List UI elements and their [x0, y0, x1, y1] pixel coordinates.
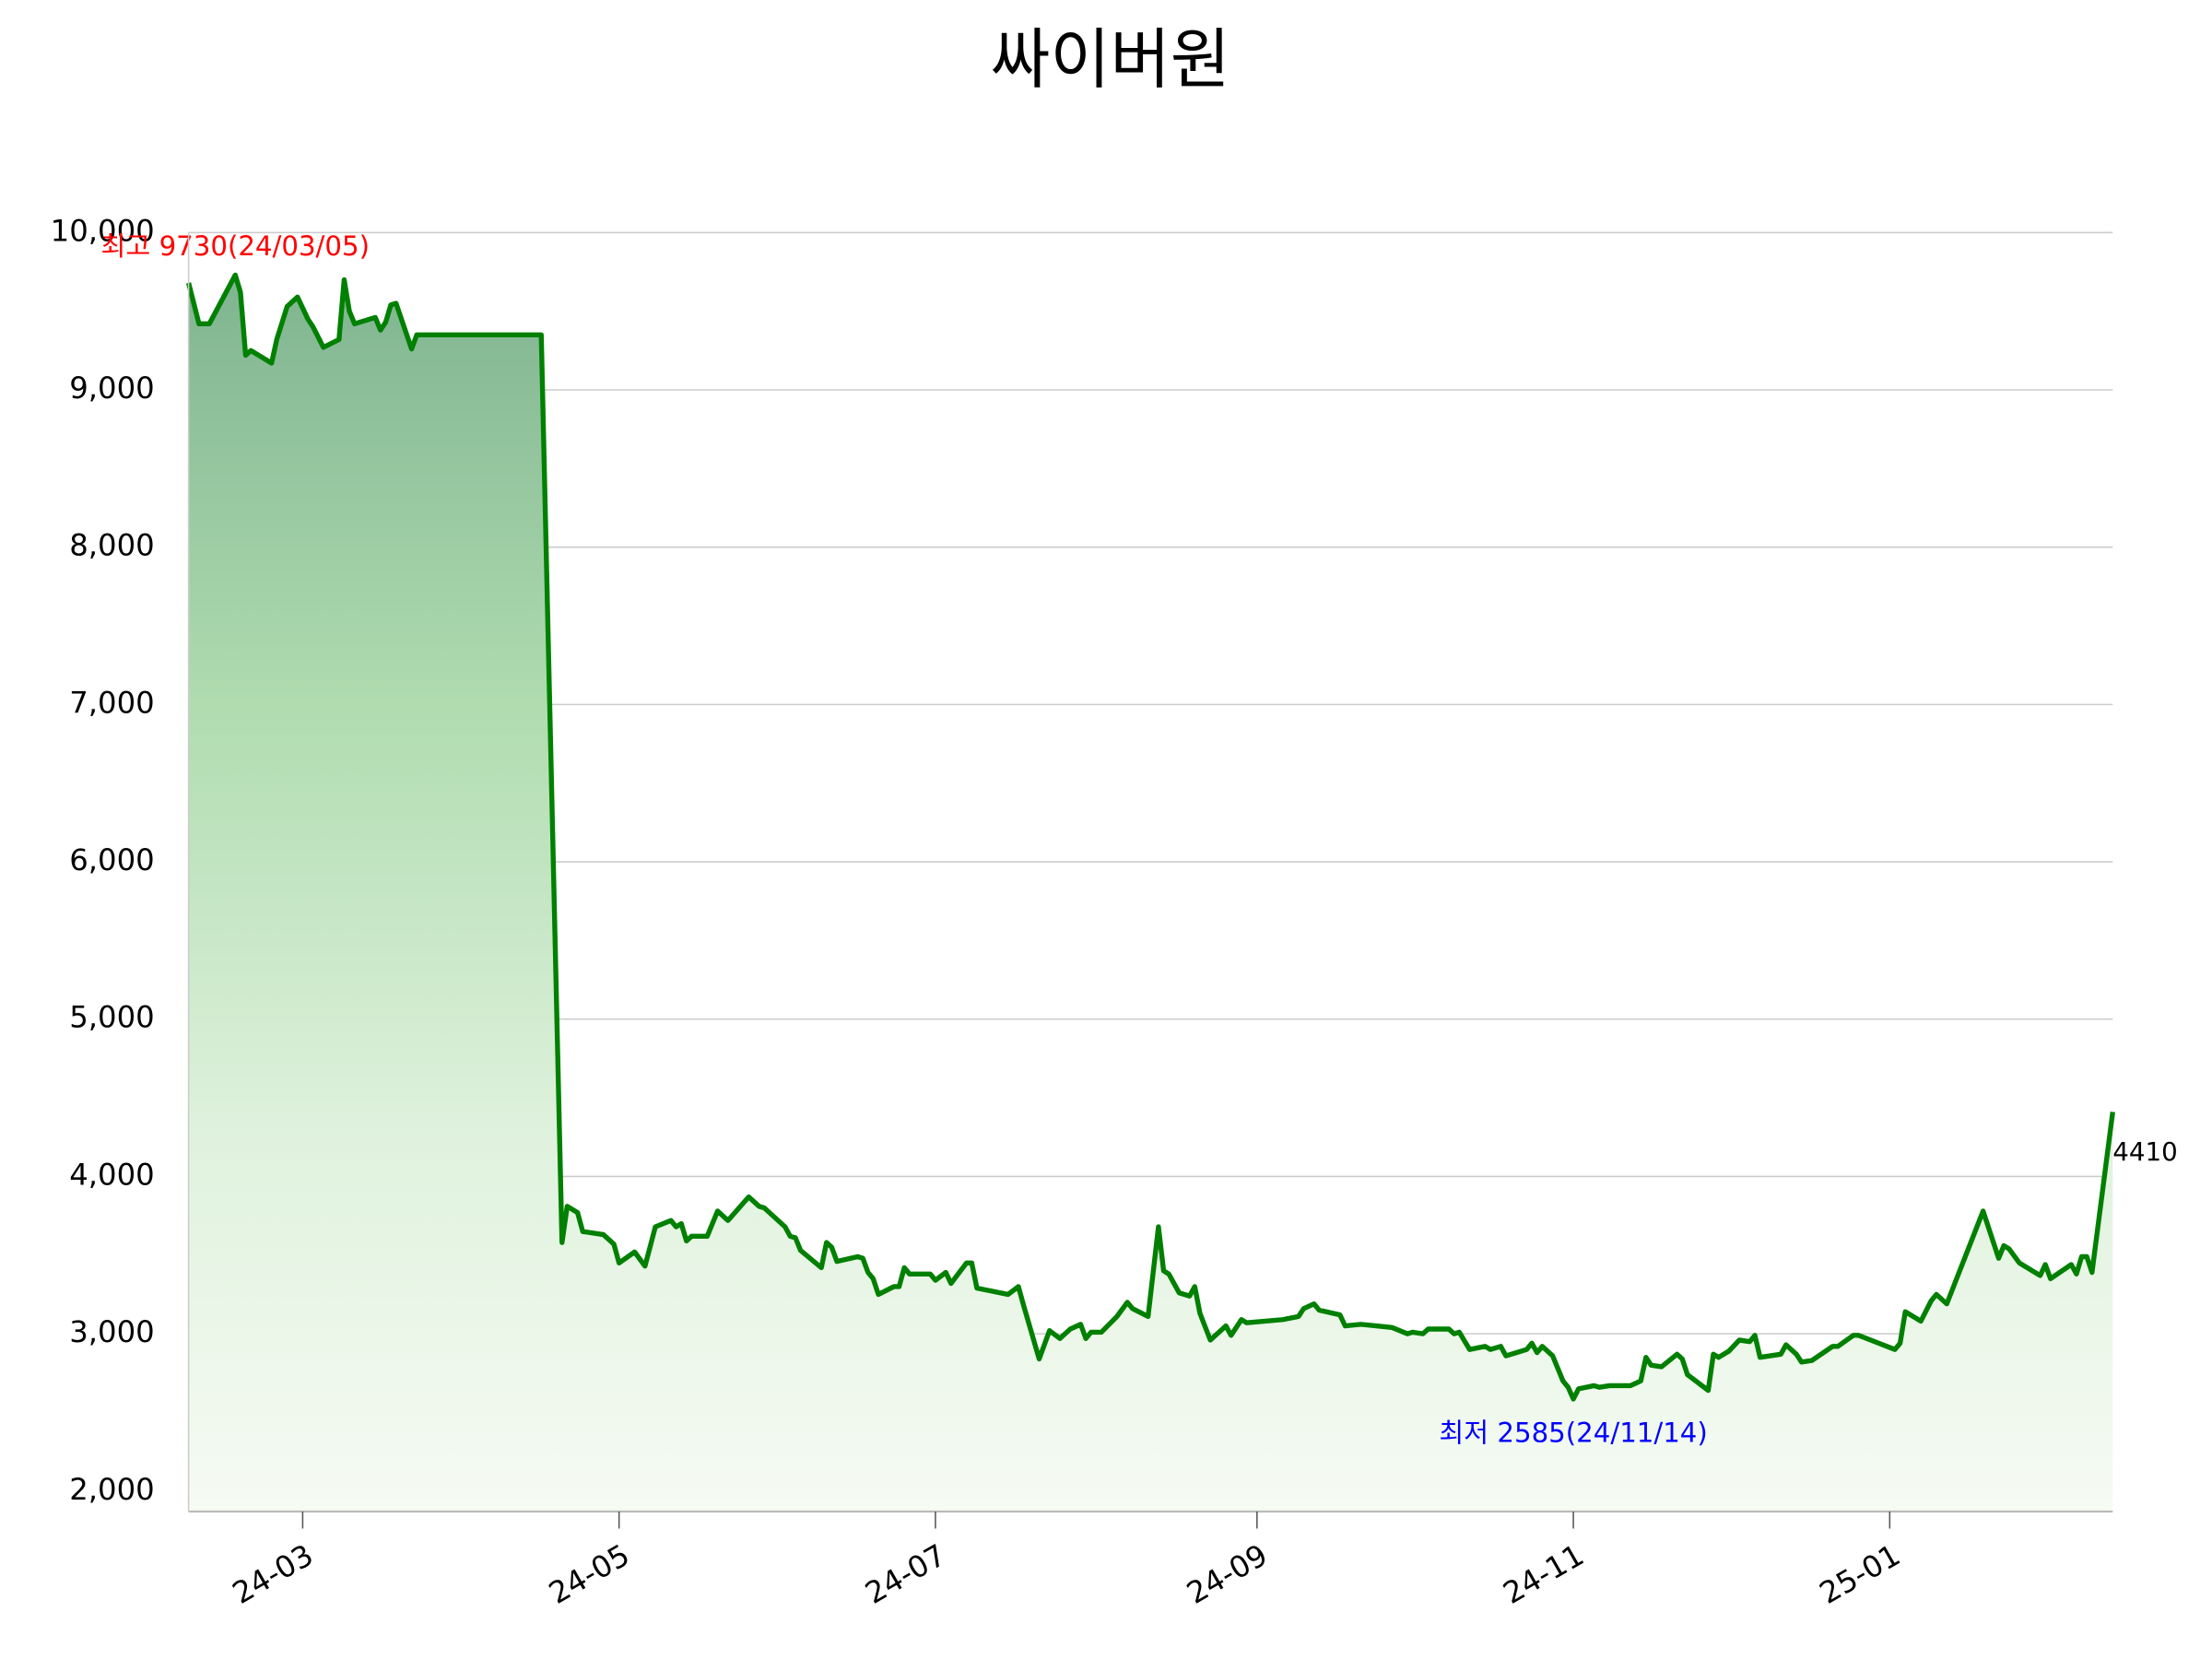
x-tick-label: 24-11 — [1498, 1537, 1590, 1611]
x-tick-label: 24-09 — [1181, 1537, 1273, 1611]
y-tick-label: 5,000 — [69, 1000, 154, 1035]
y-tick-label: 7,000 — [69, 685, 154, 720]
x-tick-label: 24-05 — [543, 1537, 635, 1611]
y-tick-label: 10,000 — [51, 213, 155, 248]
y-tick-label: 9,000 — [69, 371, 154, 406]
x-tick-label: 24-03 — [227, 1537, 319, 1611]
price-line — [186, 272, 2115, 1402]
y-tick-label: 6,000 — [69, 842, 154, 877]
y-tick-label: 8,000 — [69, 528, 154, 563]
area-fill — [188, 275, 2113, 1512]
y-tick-label: 2,000 — [69, 1472, 154, 1507]
chart-title: 싸이버원 — [990, 21, 1230, 98]
max-annotation: 최고 9730(24/03/05) — [101, 230, 370, 262]
min-annotation: 최저 2585(24/11/14) — [1439, 1417, 1707, 1448]
y-tick-label: 4,000 — [69, 1157, 154, 1192]
y-tick-label: 3,000 — [69, 1314, 154, 1349]
x-tick-label: 25-01 — [1814, 1537, 1906, 1611]
x-tick-label: 24-07 — [859, 1537, 951, 1611]
last-value-label: 4410 — [2112, 1136, 2177, 1167]
